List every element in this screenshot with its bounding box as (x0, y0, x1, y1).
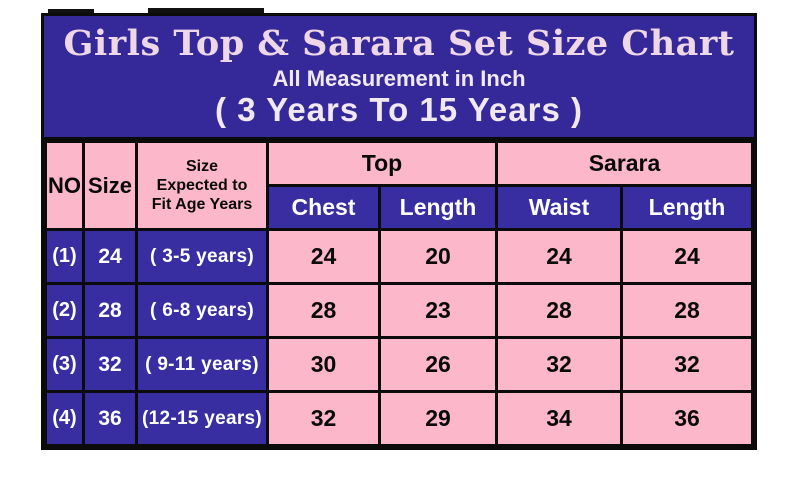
col-header-top-length: Length (377, 184, 499, 231)
cell-sarara-length: 32 (620, 336, 754, 393)
cell-no: (2) (44, 282, 85, 339)
cell-size: 28 (82, 282, 138, 339)
col-header-sarara-length: Length (620, 184, 754, 231)
cell-top-length: 20 (377, 228, 499, 285)
age-head-line2: Expected to (156, 177, 248, 194)
cell-no: (1) (44, 228, 85, 285)
banner: Girls Top & Sarara Set Size Chart All Me… (44, 16, 754, 140)
border-artifact-left (48, 9, 94, 14)
cell-no: (4) (44, 390, 85, 447)
col-group-sarara: Sarara (495, 140, 754, 187)
table-row-4: (4) 36 (12-15 years) 32 29 34 36 (44, 390, 754, 447)
col-header-waist: Waist (495, 184, 624, 231)
age-head-line1: Size (185, 158, 218, 175)
table-row-2: (2) 28 ( 6-8 years) 28 23 28 28 (44, 282, 754, 339)
cell-size: 32 (82, 336, 138, 393)
age-range-note: ( 3 Years To 15 Years ) (215, 91, 583, 128)
col-group-top: Top (265, 140, 499, 187)
cell-age: ( 3-5 years) (135, 228, 269, 285)
cell-top-length: 29 (377, 390, 499, 447)
col-header-no: NO (44, 140, 85, 231)
table-header-group-row: NO Size Size Expected to Fit Age Years T… (44, 140, 754, 231)
cell-age: ( 9-11 years) (135, 336, 269, 393)
cell-waist: 28 (495, 282, 624, 339)
cell-top-length: 26 (377, 336, 499, 393)
cell-sarara-length: 24 (620, 228, 754, 285)
cell-chest: 30 (266, 336, 381, 393)
age-head-line3: Fit Age Years (151, 196, 253, 213)
col-header-chest: Chest (266, 184, 381, 231)
table-row-1: (1) 24 ( 3-5 years) 24 20 24 24 (44, 228, 754, 285)
size-table: NO Size Size Expected to Fit Age Years T… (44, 140, 754, 447)
cell-chest: 28 (266, 282, 381, 339)
cell-waist: 34 (495, 390, 624, 447)
border-artifact-right (148, 8, 264, 14)
table-row-3: (3) 32 ( 9-11 years) 30 26 32 32 (44, 336, 754, 393)
col-header-size: Size (82, 140, 138, 231)
cell-sarara-length: 36 (620, 390, 754, 447)
cell-waist: 24 (495, 228, 624, 285)
cell-sarara-length: 28 (620, 282, 754, 339)
chart-sheet: Girls Top & Sarara Set Size Chart All Me… (41, 13, 757, 450)
cell-top-length: 23 (377, 282, 499, 339)
cell-size: 36 (82, 390, 138, 447)
cell-waist: 32 (495, 336, 624, 393)
page-title: Girls Top & Sarara Set Size Chart (63, 23, 735, 64)
cell-size: 24 (82, 228, 138, 285)
cell-age: (12-15 years) (135, 390, 269, 447)
measurement-note: All Measurement in Inch (272, 66, 526, 91)
cell-age: ( 6-8 years) (135, 282, 269, 339)
cell-no: (3) (44, 336, 85, 393)
cell-chest: 24 (266, 228, 381, 285)
col-header-age: Size Expected to Fit Age Years (135, 140, 269, 231)
cell-chest: 32 (266, 390, 381, 447)
table-header-sub-row: Chest Length Waist Length (46, 184, 754, 231)
